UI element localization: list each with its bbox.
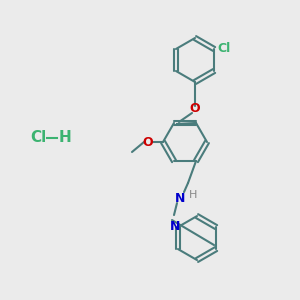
Text: H: H (58, 130, 71, 146)
Text: N: N (175, 192, 185, 205)
Text: O: O (143, 136, 153, 148)
Text: Cl: Cl (217, 41, 230, 55)
Text: O: O (190, 103, 200, 116)
Text: N: N (170, 220, 180, 232)
Text: Cl: Cl (30, 130, 46, 146)
Text: H: H (189, 190, 197, 200)
